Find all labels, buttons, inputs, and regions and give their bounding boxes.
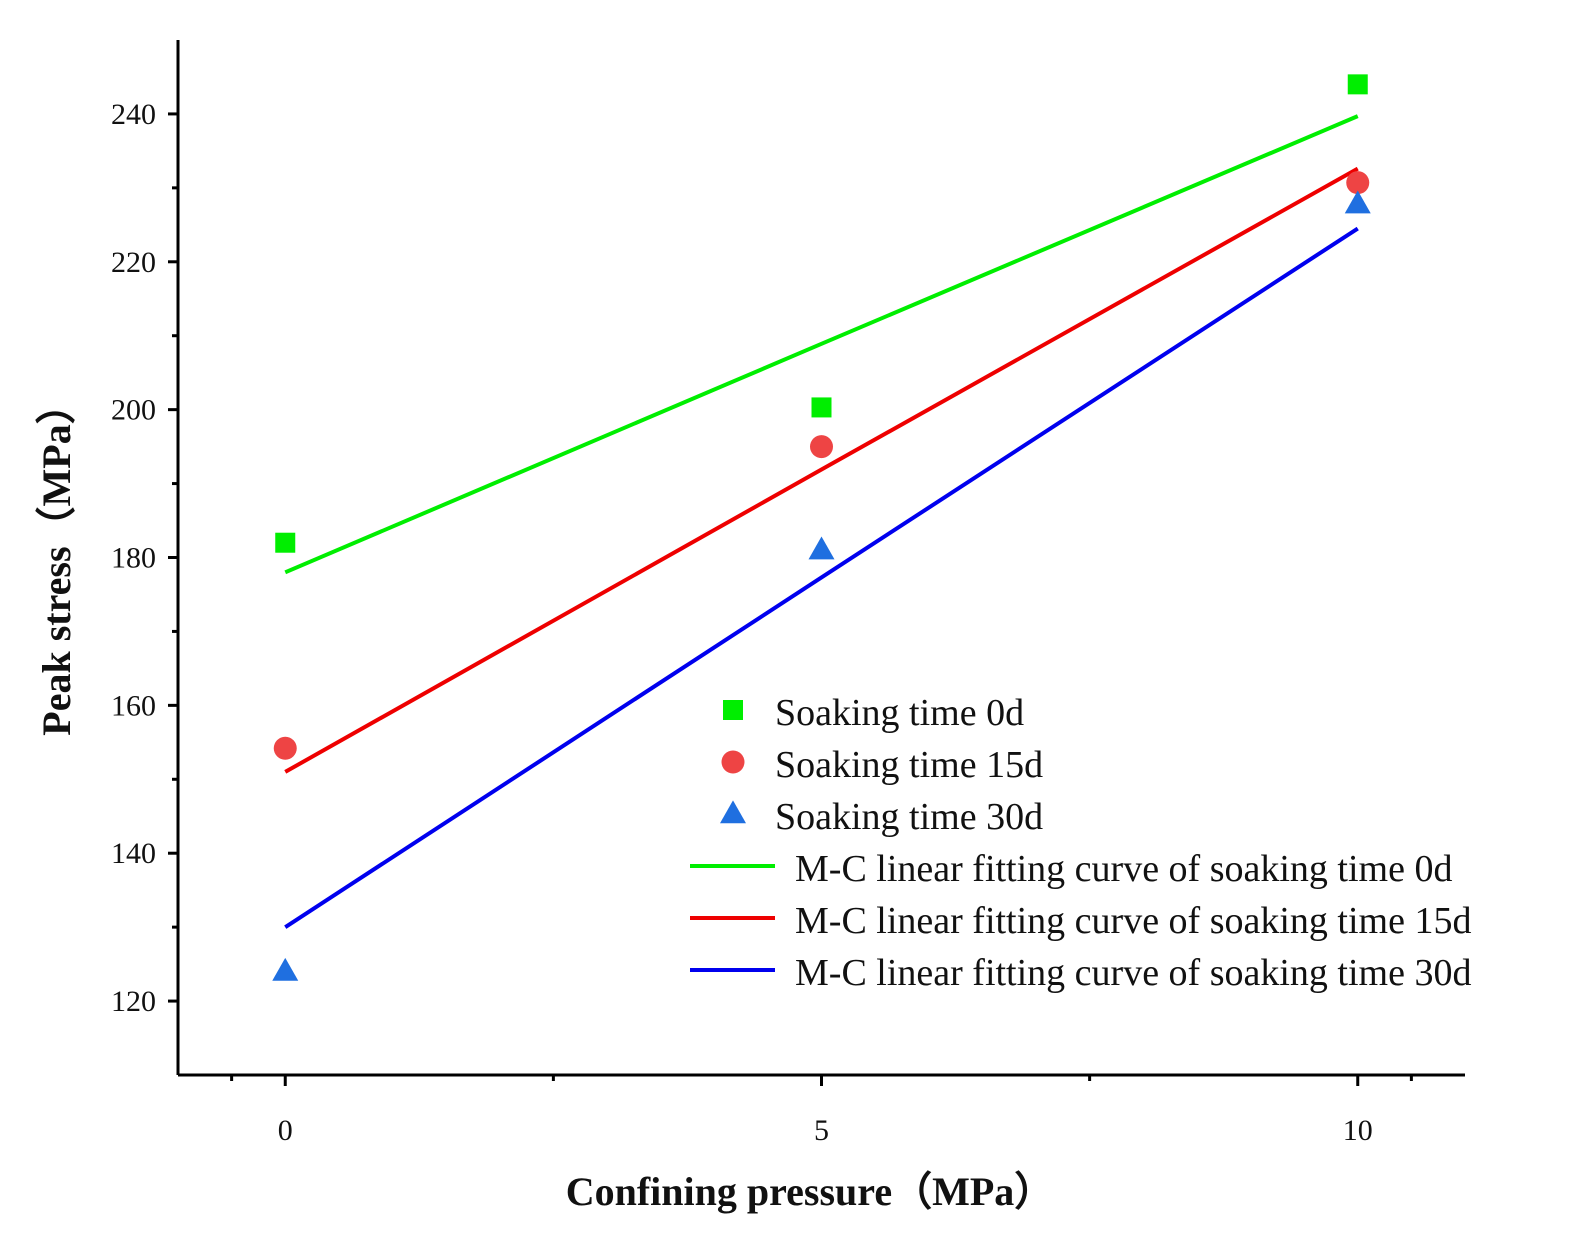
plot-area — [272, 74, 1371, 981]
legend: Soaking time 0d Soaking time 15d Soaking t… — [690, 692, 1471, 994]
x-tick-label: 10 — [1343, 1114, 1373, 1147]
data-point-circle — [810, 435, 833, 459]
legend-label: Soaking time 30d — [775, 796, 1043, 838]
y-tick-label: 240 — [111, 98, 156, 131]
data-point-circle — [273, 736, 297, 760]
x-axis-title: Confining pressure（MPa） — [566, 1169, 1055, 1214]
legend-marker-square — [723, 700, 743, 720]
legend-marker-circle — [721, 750, 745, 774]
legend-label: M-C linear fitting curve of soaking time… — [795, 848, 1452, 890]
y-tick-label: 180 — [111, 542, 156, 575]
legend-label: M-C linear fitting curve of soaking time… — [795, 952, 1471, 994]
data-point-square — [1347, 74, 1368, 95]
y-tick-label: 160 — [111, 689, 156, 722]
data-point-circle — [1346, 171, 1370, 195]
x-tick-label: 0 — [278, 1114, 293, 1147]
y-tick-label: 120 — [111, 985, 156, 1018]
legend-label: M-C linear fitting curve of soaking time… — [795, 900, 1471, 942]
axes: 120 140 160 180 200 220 240 0 5 10 — [111, 40, 1465, 1147]
data-point-square — [811, 397, 832, 418]
data-point-triangle — [272, 957, 299, 981]
data-point-square — [275, 532, 296, 553]
y-tick-label: 200 — [111, 394, 156, 427]
y-axis-title: Peak stress（MPa） — [34, 384, 79, 735]
fit-line-2 — [284, 226, 1359, 929]
data-point-triangle — [1344, 190, 1371, 214]
data-point-triangle — [808, 536, 835, 560]
fit-line-0 — [284, 114, 1359, 575]
x-tick-label: 5 — [814, 1114, 829, 1147]
legend-marker-triangle — [720, 800, 746, 824]
y-tick-label: 140 — [111, 837, 156, 870]
y-tick-label: 220 — [111, 246, 156, 279]
legend-label: Soaking time 15d — [775, 744, 1043, 786]
fit-line-1 — [284, 166, 1359, 774]
legend-label: Soaking time 0d — [775, 692, 1024, 734]
